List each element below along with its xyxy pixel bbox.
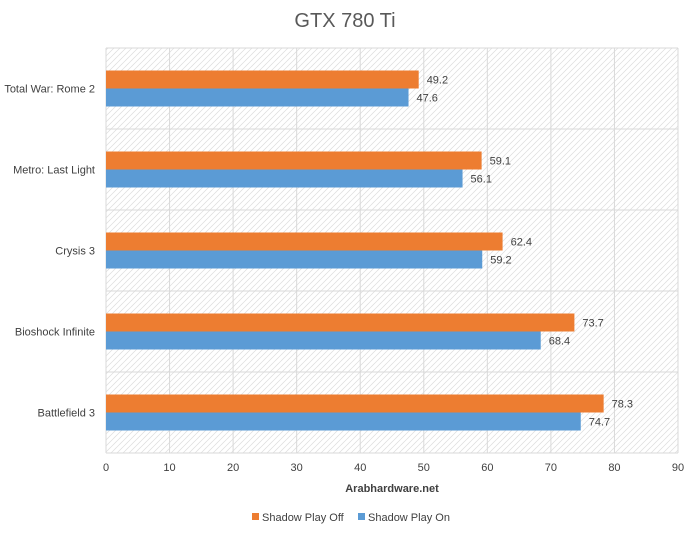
legend: Shadow Play Off Shadow Play On xyxy=(252,512,450,524)
data-label: 59.2 xyxy=(490,255,511,267)
category-label: Battlefield 3 xyxy=(38,408,95,420)
legend-swatch xyxy=(358,513,365,520)
legend-swatch xyxy=(252,513,259,520)
bar xyxy=(106,232,503,251)
legend-entry: Shadow Play Off xyxy=(262,512,345,524)
x-tick-label: 0 xyxy=(103,462,109,474)
data-label: 78.3 xyxy=(612,399,633,411)
x-tick-label: 50 xyxy=(418,462,430,474)
x-tick-label: 30 xyxy=(291,462,303,474)
category-label: Bioshock Infinite xyxy=(15,327,95,339)
bar xyxy=(106,313,575,332)
bars xyxy=(106,70,604,431)
category-label: Crysis 3 xyxy=(55,246,95,258)
category-label: Metro: Last Light xyxy=(13,165,95,177)
x-tick-label: 40 xyxy=(354,462,366,474)
x-tick-label: 80 xyxy=(608,462,620,474)
data-label: 47.6 xyxy=(417,93,438,105)
data-label: 49.2 xyxy=(427,75,448,87)
data-label: 73.7 xyxy=(582,318,603,330)
category-label: Total War: Rome 2 xyxy=(4,84,95,96)
labels: 0 10 20 30 40 50 60 70 80 90 Total War: Rome 2 49.2… xyxy=(4,75,684,475)
x-tick-label: 60 xyxy=(481,462,493,474)
gridlines xyxy=(105,47,679,454)
data-label: 68.4 xyxy=(549,336,570,348)
legend-entry: Shadow Play On xyxy=(368,512,450,524)
x-axis-label: Arabhardware.net xyxy=(345,483,439,495)
bar xyxy=(106,88,409,107)
data-label: 56.1 xyxy=(471,174,492,186)
data-label: 62.4 xyxy=(511,237,532,249)
bar xyxy=(106,250,483,269)
chart-title: GTX 780 Ti xyxy=(294,10,395,32)
data-label: 59.1 xyxy=(490,156,511,168)
bar xyxy=(106,151,482,170)
data-label: 74.7 xyxy=(589,417,610,429)
x-tick-label: 70 xyxy=(545,462,557,474)
bar xyxy=(106,394,604,413)
bar xyxy=(106,169,463,188)
x-tick-label: 90 xyxy=(672,462,684,474)
x-tick-label: 10 xyxy=(163,462,175,474)
bar xyxy=(106,70,419,89)
x-tick-label: 20 xyxy=(227,462,239,474)
bar xyxy=(106,331,541,350)
bar xyxy=(106,412,581,431)
